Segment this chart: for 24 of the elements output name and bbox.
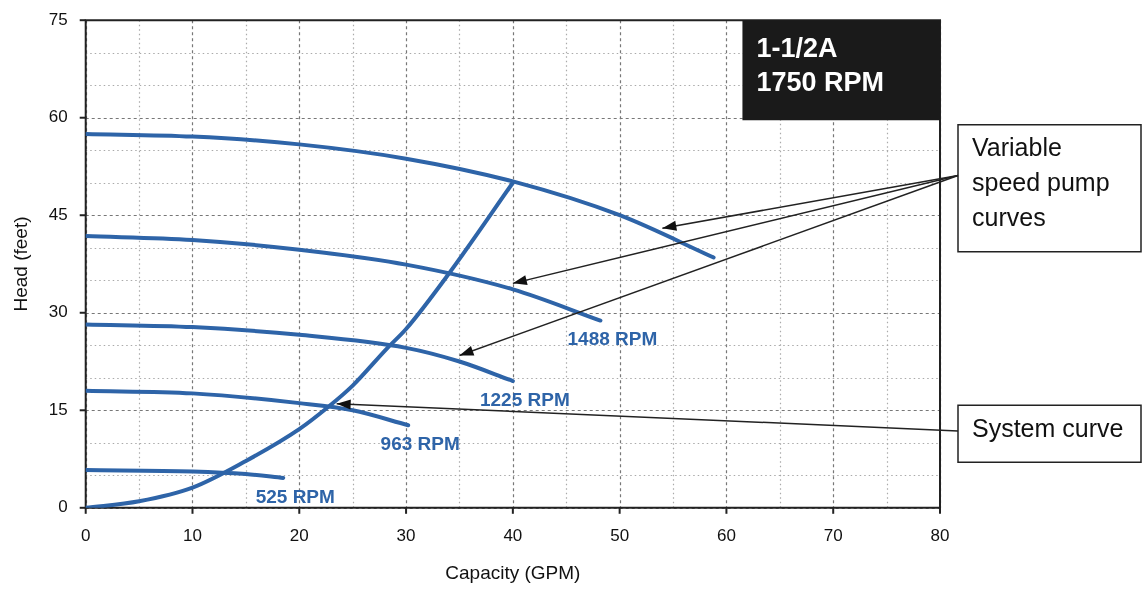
- x-tick-label: 0: [80, 525, 91, 545]
- x-tick-label: 30: [396, 525, 416, 545]
- y-tick-label: 45: [48, 204, 68, 224]
- x-tick-label: 50: [610, 525, 630, 545]
- y-tick-label: 60: [48, 107, 68, 127]
- x-axis-title: Capacity (GPM): [445, 561, 581, 583]
- annotation: System curve: [972, 413, 1124, 442]
- series-label: 963 RPM: [380, 432, 460, 454]
- y-tick-label: 0: [58, 497, 68, 517]
- x-tick-label: 10: [183, 525, 202, 545]
- series-label: 1488 RPM: [567, 328, 658, 350]
- y-tick-label: 30: [48, 302, 68, 322]
- x-tick-label: 70: [823, 525, 843, 545]
- annotation: 1-1/2A 1750 RPM: [756, 33, 885, 98]
- x-tick-label: 40: [503, 525, 523, 545]
- series-label: 525 RPM: [255, 485, 335, 507]
- x-tick-label: 60: [716, 525, 736, 545]
- y-tick-label: 15: [48, 399, 68, 419]
- annotation: Variable speed pump curves: [972, 133, 1110, 232]
- series-label: 1225 RPM: [479, 388, 570, 410]
- y-tick-label: 75: [48, 9, 68, 29]
- x-tick-label: 80: [930, 525, 950, 545]
- x-tick-label: 20: [289, 525, 309, 545]
- y-axis-title: Head (feet): [9, 216, 31, 312]
